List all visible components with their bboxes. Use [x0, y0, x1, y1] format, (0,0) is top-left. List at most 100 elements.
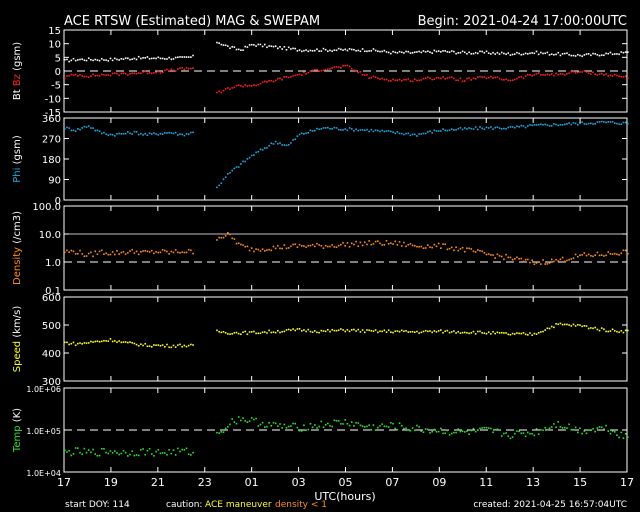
data-point — [385, 51, 388, 53]
data-point — [624, 249, 627, 252]
data-point — [363, 241, 366, 244]
data-point — [468, 332, 470, 335]
data-point — [494, 332, 497, 335]
data-point — [368, 240, 370, 242]
data-point — [346, 64, 349, 67]
data-point — [424, 428, 427, 430]
data-point — [177, 56, 179, 59]
data-point — [242, 49, 244, 51]
data-point — [400, 51, 403, 54]
data-point — [444, 243, 447, 246]
data-point — [542, 123, 544, 126]
data-point — [416, 245, 418, 248]
data-point — [594, 326, 596, 329]
data-point — [107, 340, 110, 342]
data-point — [283, 330, 286, 333]
data-point — [70, 454, 73, 457]
data-point — [474, 77, 477, 80]
data-point — [335, 329, 338, 332]
data-point — [537, 123, 540, 126]
data-point — [513, 258, 516, 260]
data-point — [66, 126, 68, 129]
data-point — [74, 73, 77, 76]
data-point — [385, 239, 388, 242]
data-point — [322, 426, 325, 428]
data-point — [507, 333, 510, 336]
data-point — [387, 130, 390, 132]
data-point — [598, 73, 601, 76]
data-point — [485, 253, 488, 256]
data-point — [340, 66, 342, 69]
data-point — [398, 241, 401, 243]
data-point — [318, 50, 320, 52]
data-point — [609, 74, 612, 77]
data-point — [283, 244, 286, 246]
data-point — [566, 259, 568, 262]
data-point — [537, 261, 540, 263]
y-tick-label: 360 — [42, 114, 61, 125]
data-point — [285, 247, 288, 250]
data-point — [303, 133, 305, 135]
data-point — [596, 328, 599, 331]
data-point — [296, 50, 299, 52]
data-point — [520, 432, 523, 435]
data-point — [416, 79, 418, 82]
data-point — [609, 51, 612, 54]
data-point — [346, 242, 349, 244]
data-point — [546, 428, 549, 431]
data-point — [257, 248, 260, 251]
x-tick-label: 11 — [479, 476, 493, 489]
data-point — [96, 129, 99, 132]
data-point — [366, 329, 368, 331]
data-point — [440, 427, 442, 430]
data-point — [255, 84, 257, 87]
data-point — [487, 331, 490, 333]
data-point — [605, 330, 607, 333]
data-point — [574, 122, 577, 125]
data-point — [66, 451, 68, 453]
data-point — [342, 49, 344, 52]
data-point — [433, 129, 436, 132]
data-point — [179, 56, 181, 58]
data-point — [300, 132, 303, 135]
data-point — [577, 71, 579, 74]
data-point — [153, 72, 155, 74]
data-point — [416, 51, 418, 53]
data-point — [116, 72, 118, 75]
data-point — [77, 342, 79, 345]
data-point — [183, 251, 186, 254]
data-point — [272, 421, 275, 424]
data-point — [372, 130, 375, 133]
data-point — [105, 451, 107, 454]
data-point — [224, 234, 227, 237]
data-point — [257, 43, 260, 46]
data-point — [405, 78, 407, 81]
data-point — [529, 332, 531, 334]
data-point — [387, 426, 390, 428]
data-point — [437, 77, 440, 79]
data-point — [590, 327, 592, 329]
data-point — [307, 328, 310, 331]
data-point — [218, 432, 220, 434]
data-point — [540, 73, 542, 76]
data-point — [227, 425, 229, 428]
data-point — [296, 246, 299, 248]
data-point — [129, 73, 131, 75]
data-point — [503, 432, 505, 435]
data-point — [477, 249, 479, 251]
y-tick-label: 1.0E+05 — [26, 427, 61, 436]
data-point — [231, 169, 233, 172]
data-point — [363, 129, 366, 132]
data-point — [496, 428, 499, 431]
data-point — [542, 429, 544, 432]
data-point — [290, 329, 292, 332]
data-point — [377, 240, 379, 242]
data-point — [268, 144, 270, 147]
data-point — [248, 249, 251, 252]
data-point — [490, 53, 492, 55]
data-point — [79, 58, 81, 61]
data-point — [522, 332, 525, 334]
series-phi — [64, 120, 629, 189]
data-point — [481, 50, 483, 53]
data-point — [253, 418, 255, 421]
